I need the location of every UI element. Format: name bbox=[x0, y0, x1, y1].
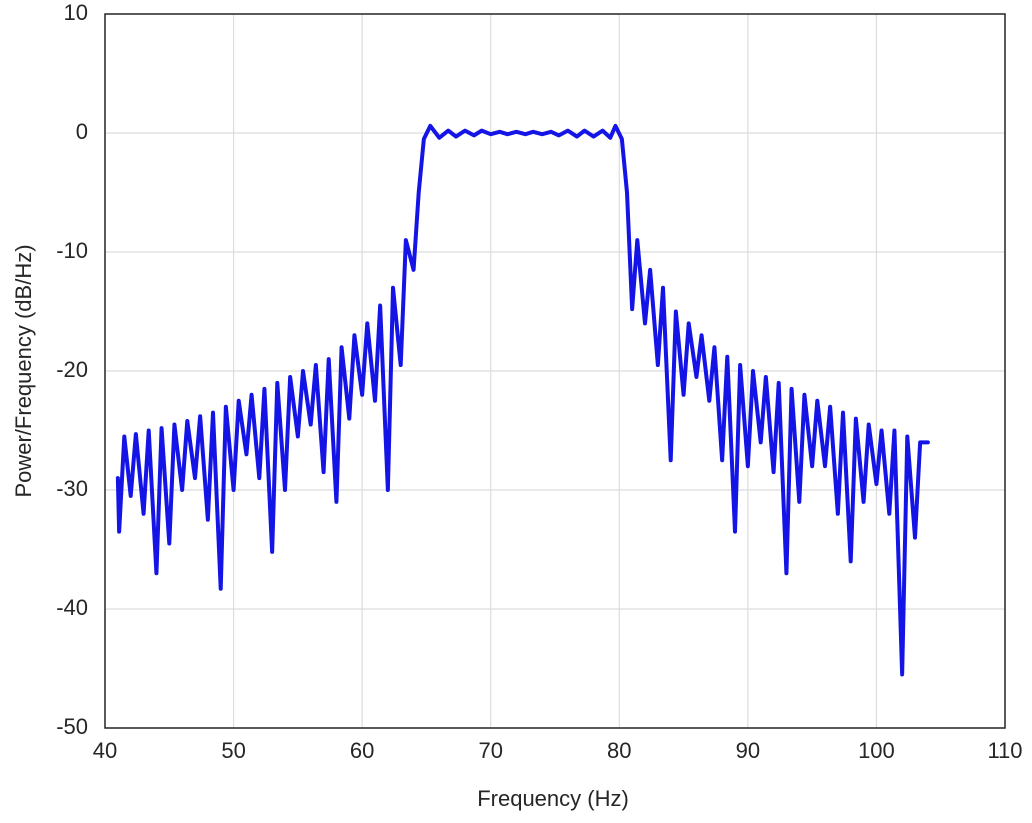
x-tick-label: 70 bbox=[478, 738, 502, 763]
x-tick-label: 90 bbox=[736, 738, 760, 763]
x-tick-label: 50 bbox=[221, 738, 245, 763]
y-tick-label: -40 bbox=[56, 595, 88, 620]
x-tick-label: 40 bbox=[93, 738, 117, 763]
data-line bbox=[115, 123, 930, 677]
y-tick-label: -30 bbox=[56, 476, 88, 501]
x-tick-label: 60 bbox=[350, 738, 374, 763]
y-tick-label: -10 bbox=[56, 238, 88, 263]
x-tick-label: 110 bbox=[987, 738, 1022, 763]
y-tick-label: 0 bbox=[76, 119, 88, 144]
x-tick-label: 80 bbox=[607, 738, 631, 763]
plot-frame bbox=[104, 13, 1006, 729]
y-tick-label: -20 bbox=[56, 357, 88, 382]
grid bbox=[104, 13, 1006, 729]
y-tick-label: 10 bbox=[64, 0, 88, 25]
x-axis-label: Frequency (Hz) bbox=[477, 786, 629, 811]
y-axis-label: Power/Frequency (dB/Hz) bbox=[11, 244, 36, 497]
y-tick-label: -50 bbox=[56, 714, 88, 739]
x-tick-label: 100 bbox=[858, 738, 895, 763]
